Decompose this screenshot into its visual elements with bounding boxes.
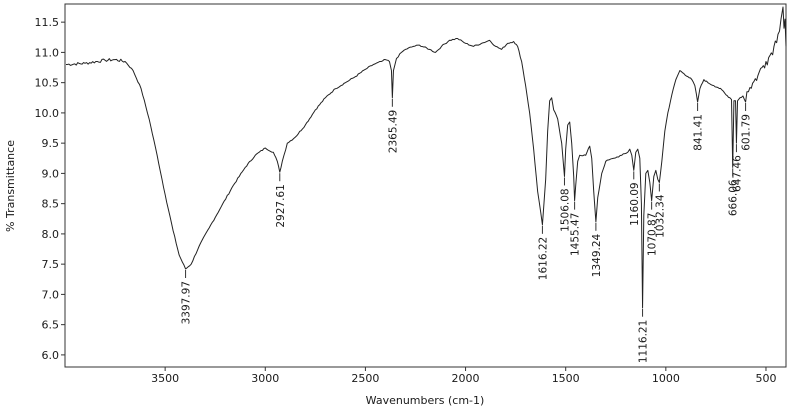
y-tick-label: 11.0 bbox=[35, 46, 60, 59]
peak-label: 647.46 bbox=[731, 155, 743, 192]
x-tick-label: 3500 bbox=[151, 372, 179, 385]
x-axis-label: Wavenumbers (cm-1) bbox=[366, 394, 485, 407]
spectrum-line bbox=[65, 6, 787, 309]
x-axis: 3500 3000 2500 2000 1500 1000 500 bbox=[151, 367, 776, 385]
peak-label: 2927.61 bbox=[275, 184, 287, 227]
y-tick-label: 9.0 bbox=[42, 167, 60, 180]
x-tick-label: 500 bbox=[755, 372, 776, 385]
peak-label: 666.06 bbox=[728, 179, 740, 216]
y-tick-label: 6.5 bbox=[42, 319, 60, 332]
y-axis: 6.0 6.5 7.0 7.5 8.0 8.5 9.0 9.5 10.0 10.5 11.0 11.5 bbox=[35, 16, 65, 362]
y-tick-label: 8.0 bbox=[42, 228, 60, 241]
peak-label: 841.41 bbox=[693, 114, 705, 151]
peak-label: 601.79 bbox=[741, 114, 753, 151]
x-tick-label: 1500 bbox=[552, 372, 580, 385]
y-tick-label: 7.0 bbox=[42, 288, 60, 301]
peak-labels: 3397.97 2927.61 2365.49 1616.22 1506.081455.… bbox=[181, 98, 753, 363]
peak-label: 1070.87 bbox=[647, 213, 659, 256]
peak-label: 2365.49 bbox=[387, 110, 399, 153]
y-tick-label: 6.0 bbox=[42, 349, 60, 362]
x-tick-label: 1000 bbox=[652, 372, 680, 385]
x-tick-label: 2500 bbox=[351, 372, 379, 385]
y-tick-label: 10.5 bbox=[35, 77, 60, 90]
peak-label: 1032.34 bbox=[654, 194, 666, 238]
plot-frame bbox=[64, 3, 787, 368]
y-axis-label: % Transmittance bbox=[4, 140, 17, 232]
y-tick-label: 11.5 bbox=[35, 16, 60, 29]
x-tick-label: 3000 bbox=[251, 372, 279, 385]
y-tick-label: 7.5 bbox=[42, 258, 60, 271]
y-tick-label: 10.0 bbox=[35, 107, 60, 120]
x-tick-label: 2000 bbox=[452, 372, 480, 385]
peak-label: 1349.24 bbox=[591, 233, 603, 277]
peak-label: 3397.97 bbox=[181, 281, 193, 324]
y-tick-label: 9.5 bbox=[42, 137, 60, 150]
peak-label: 1160.09 bbox=[629, 182, 641, 225]
peak-label: 1506.08 bbox=[560, 188, 572, 231]
peak-label: 1116.21 bbox=[638, 320, 650, 363]
peak-label: 1455.47 bbox=[570, 213, 582, 256]
peak-label: 1616.22 bbox=[537, 237, 549, 280]
y-tick-label: 8.5 bbox=[42, 198, 60, 211]
